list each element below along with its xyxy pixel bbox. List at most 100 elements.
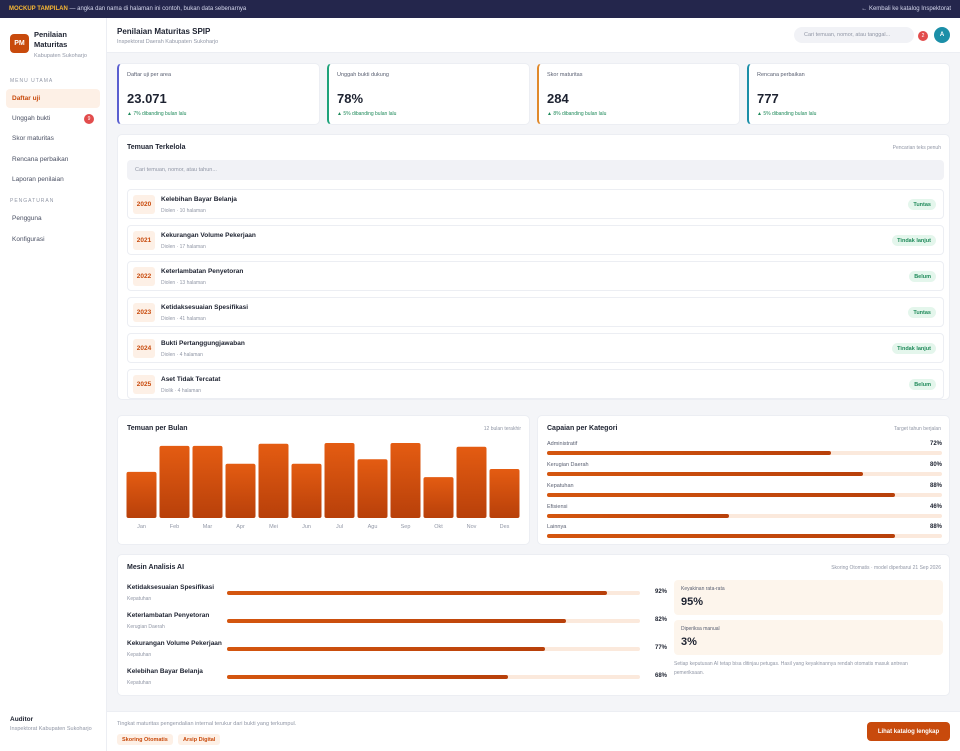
status-badge: Tindak lanjut — [892, 343, 936, 354]
finding-row[interactable]: 2023 Ketidaksesuaian Spesifikasi Diolen … — [127, 297, 944, 327]
bar-feb — [159, 445, 190, 518]
finding-row[interactable]: 2024 Bukti Pertanggungjawaban Diolen · 4… — [127, 333, 944, 363]
category-label: Administratif — [547, 441, 578, 447]
stat-delta: ▲ 7% dibanding bulan lalu — [127, 111, 187, 117]
page-title: Penilaian Maturitas SPIP — [117, 27, 211, 36]
sidebar: PM Penilaian Maturitas Kabupaten Sukohar… — [0, 18, 107, 751]
sidebar-item-rencana-perbaikan[interactable]: Rencana perbaikan — [6, 150, 100, 169]
sidebar-item-pengguna[interactable]: Pengguna — [6, 209, 100, 228]
sidebar-item-unggah-bukti[interactable]: Unggah bukti 9 — [6, 109, 100, 128]
bar-label-okt: Okt — [434, 524, 443, 530]
bar-jul — [324, 443, 355, 518]
tag-skoring-otomatis: Skoring Otomatis — [117, 734, 173, 745]
finding-row[interactable]: 2021 Kekurangan Volume Pekerjaan Diolen … — [127, 225, 944, 255]
ai-score-row: Kelebihan Bayar Belanja Kepatuhan 68% — [127, 668, 667, 688]
stat-value: 284 — [547, 91, 569, 106]
finding-meta: Diolen · 4 halaman — [161, 352, 203, 358]
progress-track — [227, 675, 640, 679]
bar-label-agu: Agu — [368, 524, 378, 530]
findings-search-input[interactable]: Cari temuan, nomor, atau tahun... — [127, 160, 944, 180]
bar-sep — [390, 443, 421, 518]
status-badge: Belum — [909, 379, 936, 390]
stat-card-skor-maturitas: Skor maturitas 284 ▲ 8% dibanding bulan … — [537, 63, 740, 125]
progress-track — [547, 514, 942, 518]
category-label: Kepatuhan — [547, 483, 574, 489]
stat-delta: ▲ 5% dibanding bulan lalu — [757, 111, 817, 117]
category-percent: 80% — [929, 462, 942, 468]
finding-row[interactable]: 2020 Kelebihan Bayar Belanja Diolen · 10… — [127, 189, 944, 219]
progress-fill — [547, 534, 895, 538]
confidence-box: Keyakinan rata-rata 95% — [674, 580, 943, 615]
app-subtitle: Kabupaten Sukoharjo — [34, 53, 87, 59]
finding-row[interactable]: 2022 Keterlambatan Penyetoran Diolen · 1… — [127, 261, 944, 291]
progress-track — [547, 534, 942, 538]
finding-title: Bukti Pertanggungjawaban — [161, 340, 245, 347]
ai-item-title: Keterlambatan Penyetoran — [127, 612, 210, 619]
bar-label-des: Des — [500, 524, 510, 530]
monthly-chart-card: Temuan per Bulan 12 bulan terakhir Jan Fe… — [117, 415, 530, 545]
category-title: Capaian per Kategori — [547, 425, 618, 432]
progress-fill — [227, 619, 566, 623]
footer: Tingkat maturitas pengendalian internal … — [107, 711, 960, 751]
stat-label: Skor maturitas — [547, 72, 583, 78]
bar-mar — [192, 445, 223, 518]
category-hint: Target tahun berjalan — [894, 426, 941, 432]
bar-apr — [225, 463, 256, 518]
sidebar-item-konfigurasi[interactable]: Konfigurasi — [6, 230, 100, 249]
ai-item-title: Kelebihan Bayar Belanja — [127, 668, 203, 675]
header-search-input[interactable]: Cari temuan, nomor, atau tanggal... — [794, 27, 914, 43]
category-label: Lainnya — [547, 524, 567, 530]
findings-card: Temuan Terkelola Pencarian teks penuh Ca… — [117, 134, 950, 400]
stat-card-daftar-uji: Daftar uji per area 23.071 ▲ 7% dibandin… — [117, 63, 320, 125]
finding-title: Ketidaksesuaian Spesifikasi — [161, 304, 249, 311]
bar-label-mar: Mar — [203, 524, 213, 530]
ai-score-row: Ketidaksesuaian Spesifikasi Kepatuhan 92… — [127, 584, 667, 604]
stat-value: 78% — [337, 91, 364, 106]
page-subtitle: Inspektorat Daerah Kabupaten Sukoharjo — [117, 39, 219, 45]
ai-note: Setiap keputusan AI tetap bisa ditinjau … — [674, 661, 908, 676]
sidebar-item-skor-maturitas[interactable]: Skor maturitas — [6, 129, 100, 148]
progress-fill — [547, 493, 895, 497]
category-label: Efisiensi — [547, 504, 568, 510]
monthly-bar-chart: Jan Feb Mar Apr Mei Jun Jul Agu Sep Okt Nov Des — [126, 443, 520, 530]
bar-agu — [357, 459, 388, 518]
progress-track — [547, 493, 942, 497]
category-percent: 88% — [929, 524, 942, 530]
findings-hint: Pencarian teks penuh — [892, 145, 941, 151]
bar-des — [489, 469, 520, 518]
user-org: Inspektorat Kabupaten Sukoharjo — [10, 726, 92, 732]
category-percent: 88% — [929, 483, 942, 489]
manual-review-value: 3% — [681, 636, 697, 648]
finding-year: 2024 — [133, 339, 155, 358]
bar-label-jan: Jan — [137, 524, 146, 530]
app-title: Penilaian Maturitas — [34, 30, 68, 49]
bar-label-jul: Jul — [336, 524, 343, 530]
bar-okt — [423, 477, 454, 518]
finding-year: 2020 — [133, 195, 155, 214]
progress-track — [547, 472, 942, 476]
view-catalog-button[interactable]: Lihat katalog lengkap — [867, 722, 950, 741]
notification-badge[interactable]: 2 — [918, 31, 928, 41]
bar-label-feb: Feb — [170, 524, 179, 530]
tag-arsip-digital: Arsip Digital — [178, 734, 221, 745]
stat-card-unggah-bukti: Unggah bukti dukung 78% ▲ 5% dibanding b… — [327, 63, 530, 125]
sidebar-item-label: Rencana perbaikan — [12, 156, 69, 163]
sidebar-item-daftar-uji[interactable]: Daftar uji — [6, 89, 100, 108]
sidebar-item-label: Daftar uji — [12, 95, 41, 102]
mockup-label: MOCKUP TAMPILAN — [9, 6, 68, 12]
mockup-banner: MOCKUP TAMPILAN — angka dan nama di hala… — [0, 0, 960, 18]
stat-delta: ▲ 5% dibanding bulan lalu — [337, 111, 397, 117]
ai-item-category: Kepatuhan — [127, 596, 152, 602]
avatar[interactable]: A — [934, 27, 950, 43]
finding-year: 2023 — [133, 303, 155, 322]
back-to-catalog-link[interactable]: ← Kembali ke katalog Inspektorat — [861, 6, 951, 12]
finding-row[interactable]: 2025 Aset Tidak Tercatat Diolik · 4 hala… — [127, 369, 944, 399]
sidebar-item-laporan-penilaian[interactable]: Laporan penilaian — [6, 170, 100, 189]
user-name: Auditor — [10, 716, 34, 723]
bar-label-jun: Jun — [302, 524, 311, 530]
ai-item-percent: 77% — [654, 645, 667, 651]
category-label: Kerugian Daerah — [547, 462, 589, 468]
ai-engine-card: Mesin Analisis AI Skoring Otomatis · mod… — [117, 554, 950, 696]
user-info: Auditor Inspektorat Kabupaten Sukoharjo — [10, 716, 100, 734]
ai-item-category: Kerugian Daerah — [127, 624, 165, 630]
